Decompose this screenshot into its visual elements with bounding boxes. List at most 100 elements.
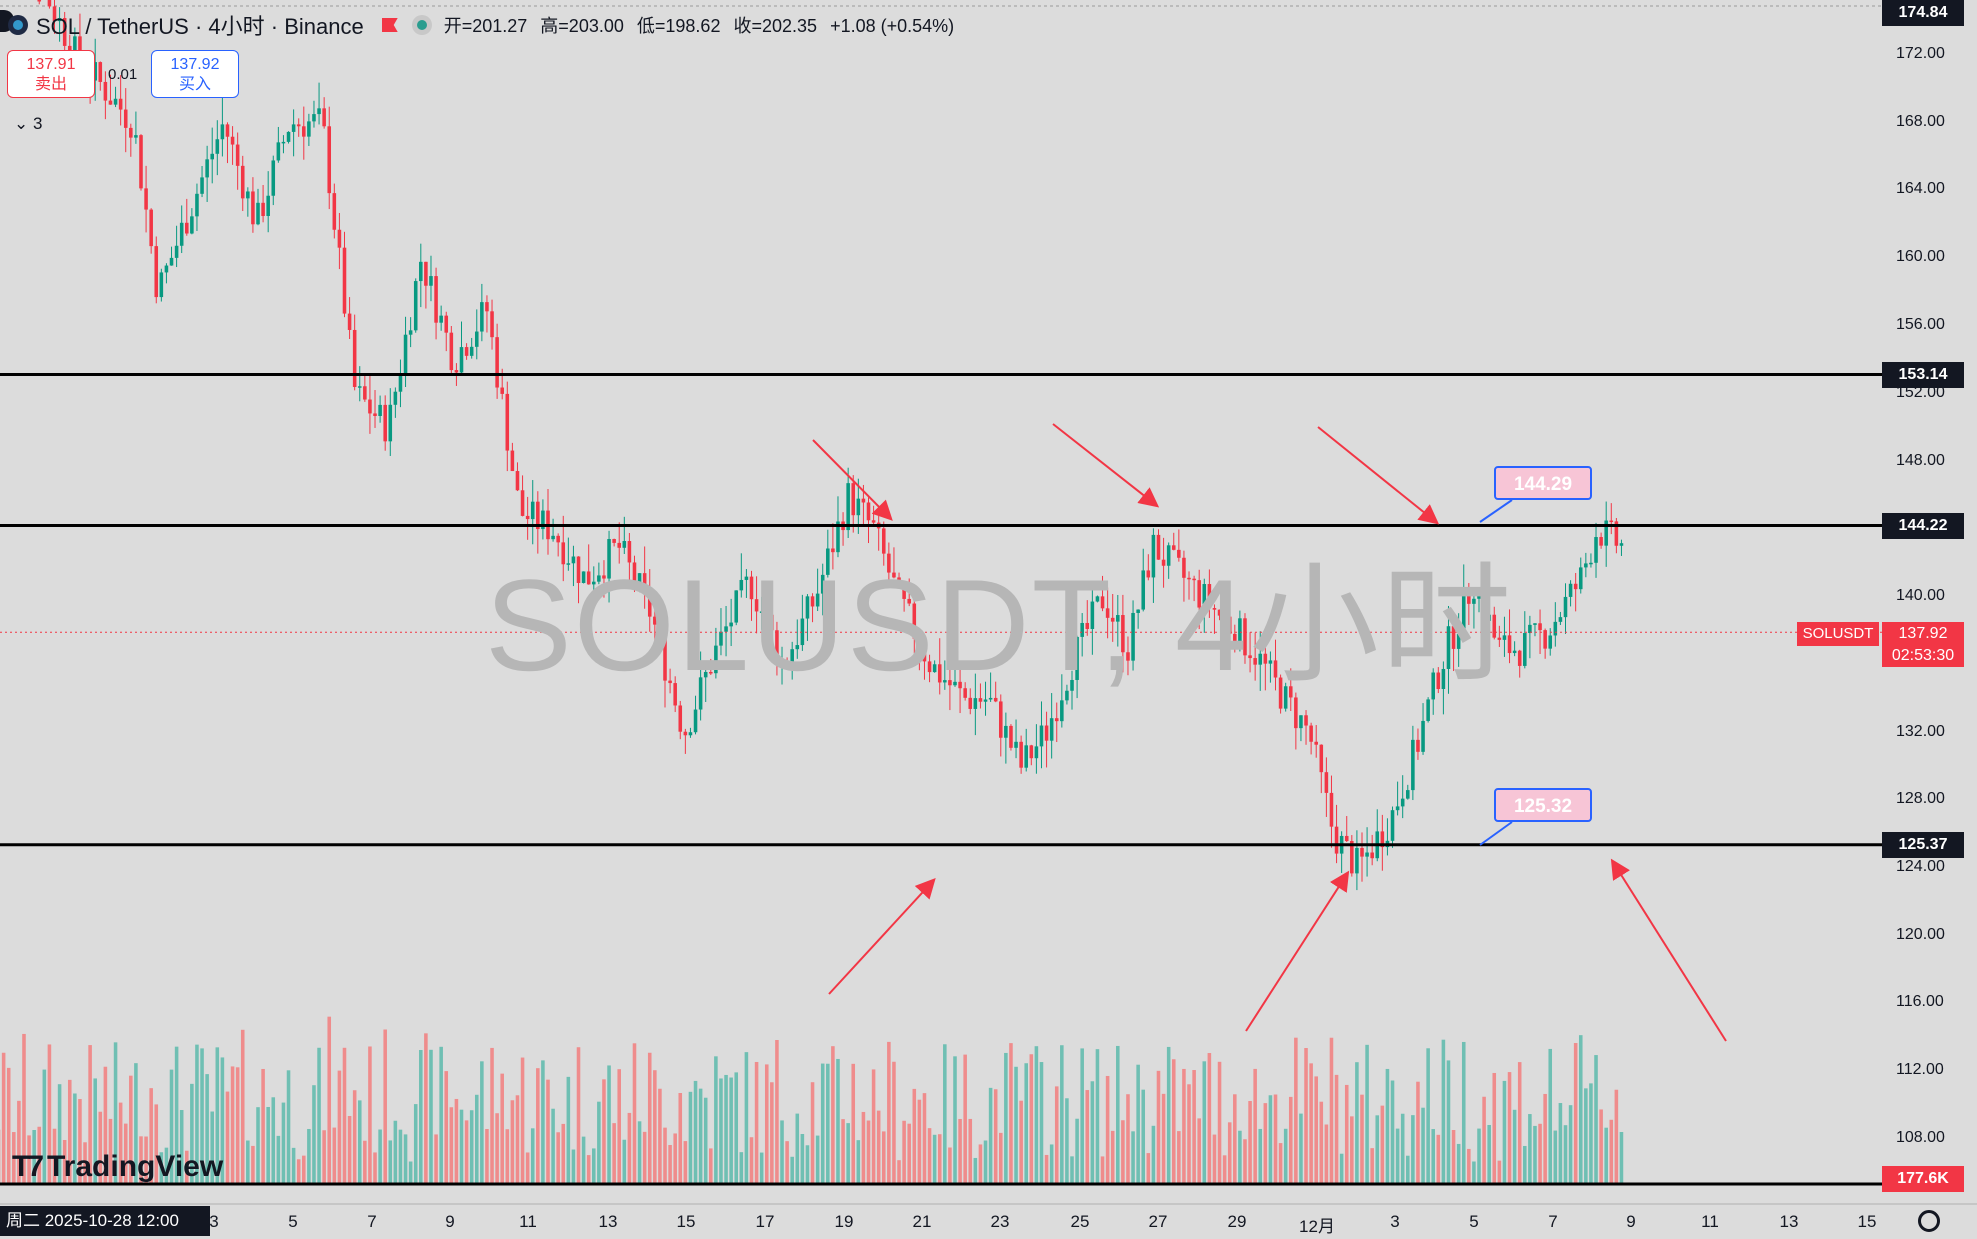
candle-body bbox=[1202, 584, 1207, 608]
volume-bar bbox=[800, 1134, 805, 1184]
volume-bar bbox=[1324, 1124, 1329, 1184]
candle-body bbox=[73, 36, 77, 60]
candle-body bbox=[703, 671, 708, 678]
volume-bar bbox=[749, 1137, 754, 1184]
candle-body bbox=[1222, 615, 1227, 618]
volume-bar bbox=[1563, 1125, 1568, 1184]
price-tick-label: 132.00 bbox=[1896, 723, 1945, 740]
candle-body bbox=[424, 261, 428, 286]
candle-body bbox=[230, 136, 235, 145]
volume-bar bbox=[678, 1092, 683, 1184]
volume-bar bbox=[1268, 1095, 1273, 1184]
volume-bar bbox=[1217, 1061, 1222, 1184]
candle-body bbox=[342, 247, 347, 314]
volume-bar bbox=[266, 1106, 270, 1184]
volume-bar bbox=[963, 1054, 967, 1184]
volume-bar bbox=[291, 1147, 296, 1184]
candle-body bbox=[154, 246, 159, 298]
volume-bar bbox=[230, 1066, 235, 1184]
candle-body bbox=[1502, 635, 1507, 640]
candle-body bbox=[1456, 634, 1461, 649]
volume-bar bbox=[1584, 1088, 1588, 1184]
volume-bar bbox=[246, 1140, 250, 1184]
candle-body bbox=[647, 588, 652, 617]
volume-bar bbox=[688, 1091, 693, 1184]
volume-bar bbox=[22, 1033, 26, 1184]
volume-bar bbox=[490, 1047, 494, 1184]
volume-bar bbox=[912, 1088, 917, 1184]
candle-body bbox=[983, 699, 988, 702]
time-tick-label: 5 bbox=[1469, 1212, 1479, 1231]
volume-bar bbox=[1156, 1070, 1161, 1184]
sell-button[interactable]: 137.91 卖出 bbox=[7, 50, 95, 98]
volume-bar bbox=[1273, 1094, 1278, 1184]
candle-body bbox=[296, 124, 301, 127]
volume-bar bbox=[1406, 1155, 1410, 1184]
price-tick-label: 152.00 bbox=[1896, 384, 1945, 401]
volume-bar bbox=[948, 1147, 952, 1184]
volume-bar bbox=[1212, 1134, 1217, 1184]
candle-body bbox=[1100, 596, 1105, 609]
volume-bar bbox=[510, 1100, 515, 1184]
volume-bar bbox=[195, 1044, 199, 1184]
volume-bar bbox=[185, 1150, 189, 1184]
volume-bar bbox=[332, 1127, 337, 1184]
volume-bar bbox=[352, 1090, 357, 1184]
candle-body bbox=[673, 683, 677, 706]
time-tick-label: 9 bbox=[1626, 1212, 1636, 1231]
candle-body bbox=[963, 688, 967, 698]
volume-bar bbox=[1467, 1148, 1471, 1184]
gear-icon[interactable] bbox=[1918, 1210, 1940, 1232]
sol-coin-icon bbox=[8, 15, 28, 35]
volume-bar bbox=[1207, 1053, 1212, 1184]
volume-bar bbox=[144, 1136, 148, 1184]
volume-bar bbox=[1426, 1048, 1430, 1184]
volume-bar bbox=[892, 1061, 896, 1184]
candle-body bbox=[749, 576, 754, 600]
candle-body bbox=[1314, 741, 1318, 745]
sell-label: 卖出 bbox=[34, 76, 67, 93]
volume-bar bbox=[469, 1110, 474, 1184]
candle-body bbox=[469, 346, 474, 356]
volume-bar bbox=[1233, 1094, 1237, 1184]
candle-body bbox=[1171, 545, 1176, 550]
candle-body bbox=[1192, 578, 1196, 581]
candle-body bbox=[795, 645, 800, 650]
candle-body bbox=[958, 681, 962, 689]
indicator-collapse-toggle[interactable]: ⌄ 3 bbox=[14, 114, 42, 134]
volume-bar bbox=[1243, 1139, 1247, 1184]
candle-body bbox=[37, 0, 42, 2]
flag-icon[interactable] bbox=[381, 18, 398, 32]
candle-body bbox=[1197, 580, 1201, 608]
volume-bar bbox=[1451, 1130, 1456, 1184]
candle-body bbox=[444, 315, 449, 333]
symbol-title[interactable]: SOL / TetherUS · 4小时 · Binance bbox=[36, 14, 364, 39]
volume-bar bbox=[129, 1075, 133, 1184]
volume-bar bbox=[67, 1079, 72, 1184]
candle-body bbox=[525, 515, 530, 520]
volume-bar bbox=[881, 1131, 886, 1184]
volume-bar bbox=[1258, 1128, 1263, 1184]
candle-body bbox=[1049, 718, 1054, 741]
volume-bar bbox=[1446, 1060, 1451, 1184]
low-price-callout[interactable]: 125.32 bbox=[1494, 788, 1592, 822]
candle-body bbox=[1584, 563, 1588, 568]
volume-bar bbox=[647, 1052, 652, 1184]
volume-bar bbox=[627, 1112, 632, 1184]
volume-bar bbox=[1288, 1096, 1293, 1184]
candle-body bbox=[373, 413, 377, 416]
candle-body bbox=[1609, 520, 1614, 523]
candle-body bbox=[1344, 835, 1349, 842]
candle-body bbox=[887, 553, 891, 573]
candle-body bbox=[164, 265, 169, 273]
high-price-callout[interactable]: 144.29 bbox=[1494, 466, 1592, 500]
candle-body bbox=[434, 276, 438, 323]
price-tick-label: 156.00 bbox=[1896, 316, 1945, 333]
volume-bar bbox=[286, 1070, 291, 1184]
candle-body bbox=[907, 598, 911, 604]
buy-button[interactable]: 137.92 买入 bbox=[151, 50, 239, 98]
volume-bar bbox=[1528, 1114, 1532, 1184]
candle-body bbox=[403, 334, 408, 374]
volume-bar bbox=[1171, 1059, 1176, 1184]
